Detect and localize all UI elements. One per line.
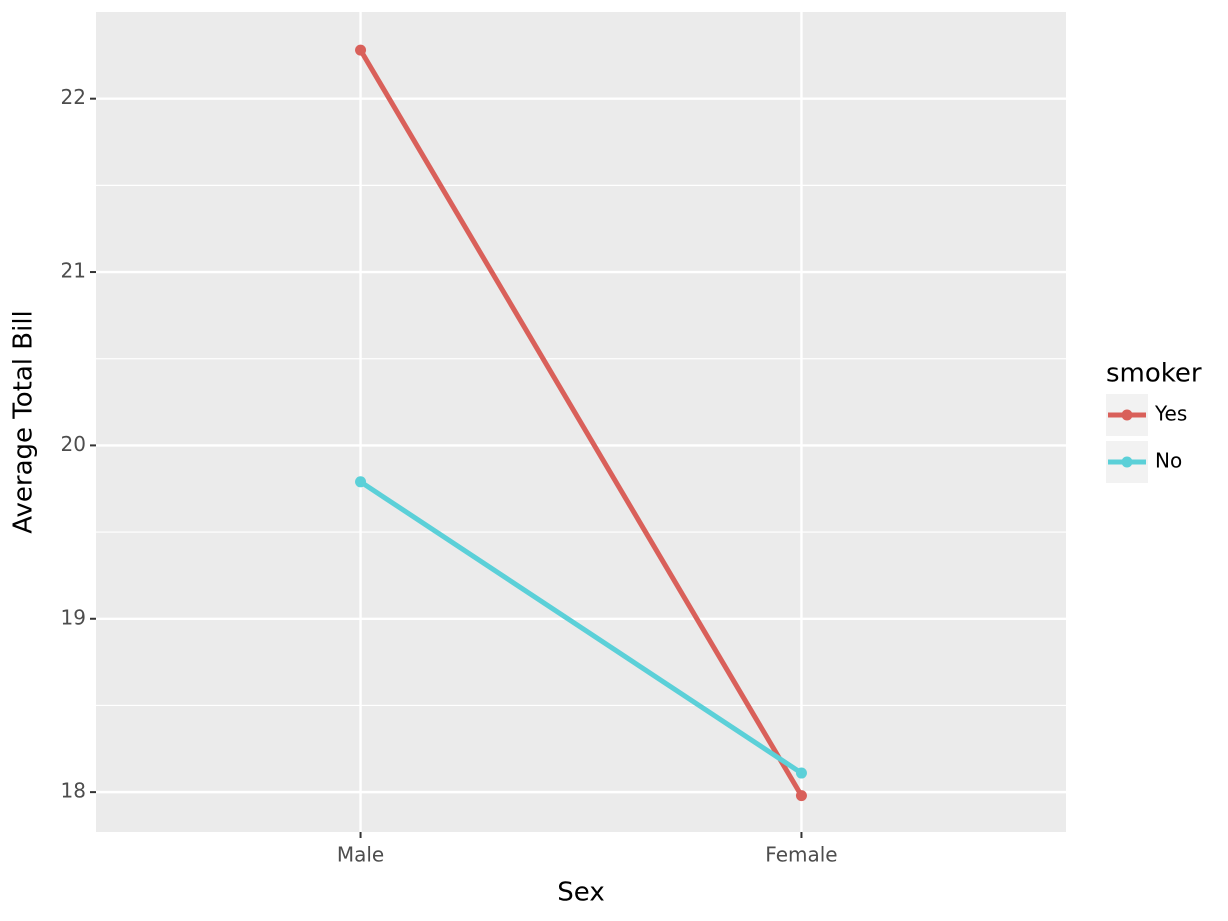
legend-label: Yes [1154,402,1187,426]
legend-label: No [1155,449,1182,473]
series-line [358,48,804,797]
x-tick-label: Male [337,843,384,867]
x-tick-label: Female [765,843,837,867]
legend-title: smoker [1106,359,1202,389]
x-axis-label: Sex [557,878,604,908]
data-point [795,790,807,802]
y-tick-label: 19 [61,605,86,629]
y-tick-label: 22 [61,85,86,109]
series-line [359,479,803,776]
legend-point [1121,409,1133,421]
data-point [355,44,367,56]
data-point [795,767,807,779]
y-axis-label: Average Total Bill [9,310,39,534]
legend-point [1121,456,1133,468]
y-tick-label: 21 [61,259,86,283]
y-tick-label: 20 [61,432,86,456]
y-tick-label: 18 [61,779,86,803]
data-point [355,476,367,488]
